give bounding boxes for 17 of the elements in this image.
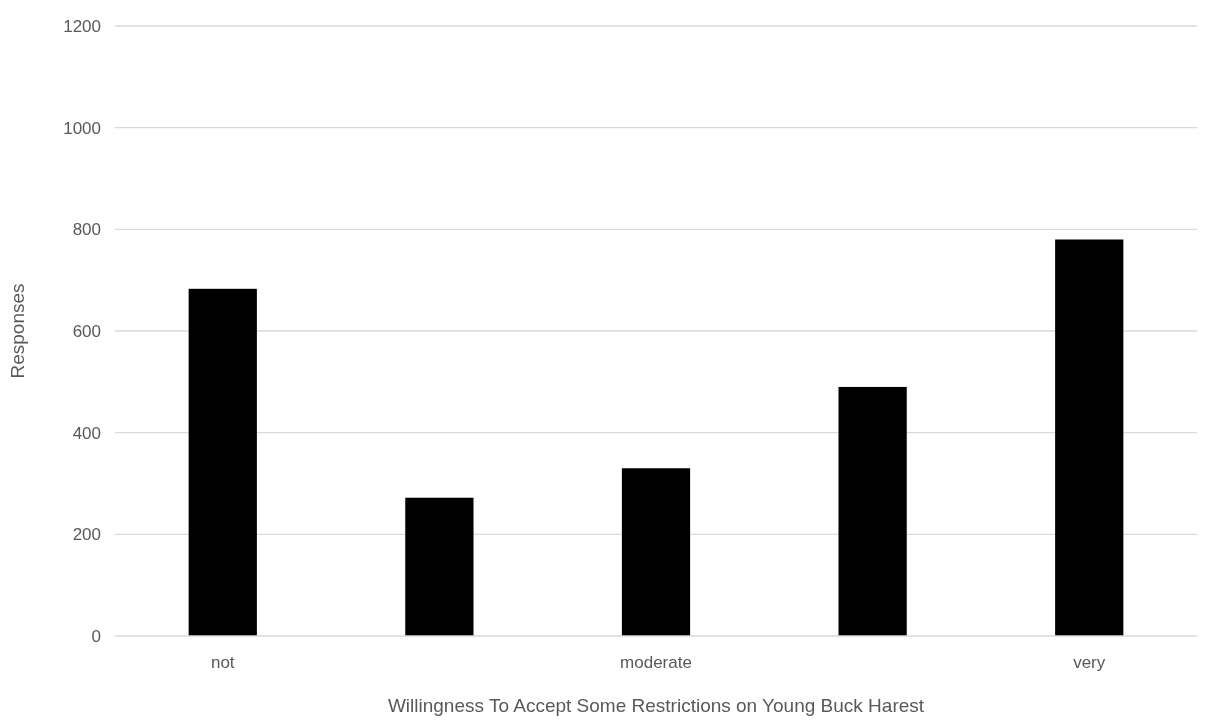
y-tick-label: 0 — [91, 626, 101, 646]
y-tick-label: 1000 — [63, 118, 101, 138]
bar — [188, 288, 257, 636]
y-tick-label: 800 — [72, 220, 101, 240]
y-axis-title: Responses — [7, 283, 28, 379]
y-tick-label: 1200 — [63, 16, 101, 36]
bar — [1055, 239, 1124, 636]
x-tick-label: very — [1073, 653, 1106, 672]
y-tick-label: 600 — [72, 321, 101, 341]
y-tick-label: 200 — [72, 525, 101, 545]
x-tick-label: moderate — [620, 653, 692, 672]
bar — [621, 468, 691, 636]
bar — [838, 386, 907, 636]
x-tick-label: not — [210, 653, 235, 672]
x-axis-title: Willingness To Accept Some Restrictions on Young Buck Harest — [387, 695, 925, 716]
bar — [405, 497, 474, 636]
y-tick-label: 400 — [72, 423, 101, 443]
